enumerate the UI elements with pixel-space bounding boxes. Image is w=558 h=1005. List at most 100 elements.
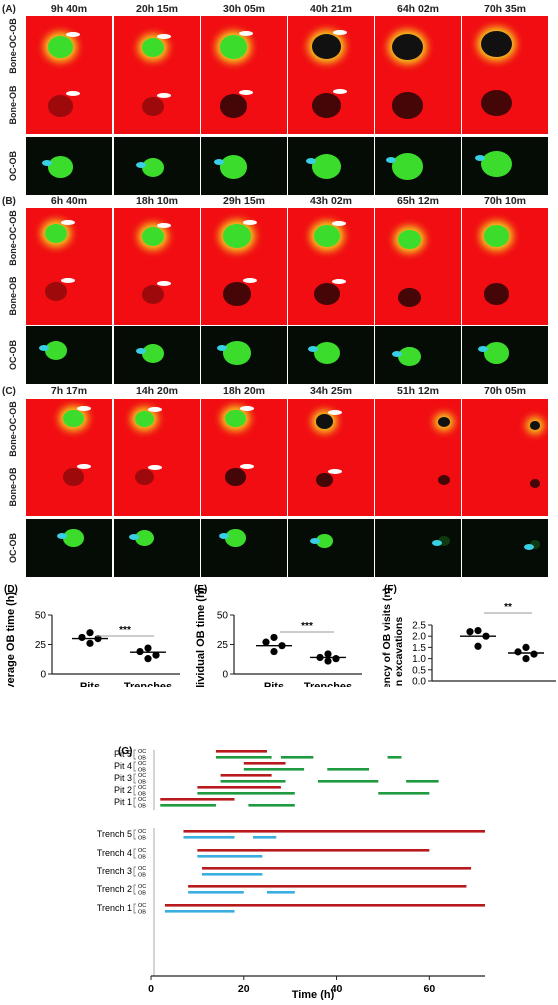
cell-blob (47, 156, 74, 178)
row-bracket (133, 903, 136, 914)
row-group-label: Pit 2 (114, 785, 132, 795)
osteoblast-speckle (147, 406, 162, 412)
y-tick-label: 25 (35, 640, 47, 651)
osteoblast-speckle (239, 463, 254, 469)
osteoblast-speckle (431, 540, 442, 547)
timestamp: 6h 40m (50, 195, 88, 207)
oc-interval-bar (164, 904, 485, 907)
panel-letter: (D) (4, 584, 18, 595)
bone-ob-image-tile (462, 458, 548, 516)
osteoblast-speckle (219, 532, 230, 539)
row-label: Bone-OB (8, 276, 18, 316)
significance-marker: *** (119, 625, 131, 636)
ob-sublabel: OB (138, 768, 146, 774)
row-group-label: Pit 5 (114, 749, 132, 759)
timestamp: 14h 20m (135, 385, 179, 397)
ob-interval-bar (280, 756, 314, 759)
oc-sublabel: OC (138, 773, 146, 779)
cell-blob (313, 342, 340, 365)
data-point (474, 627, 482, 635)
timestamp: 18h 20m (222, 385, 266, 397)
oc-interval-bar (215, 750, 267, 753)
osteoblast-speckle (135, 161, 146, 168)
oc-ob-image-tile (114, 519, 200, 577)
merged-image-tile (375, 16, 461, 76)
data-point (270, 647, 278, 656)
y-tick-label: 0 (222, 670, 228, 681)
scatter-panel-f: (F) 0.0 0.5 1.0 1.5 2.0 2.5 Frequency of OB vis… (380, 582, 558, 718)
bone-ob-image-tile (375, 267, 461, 325)
osteoblast-speckle (307, 346, 318, 353)
ob-interval-bar (164, 910, 235, 913)
oc-sublabel: OC (138, 761, 146, 767)
cell-blob (141, 96, 164, 116)
osteoblast-speckle (157, 222, 172, 228)
osteoblast-speckle (157, 280, 172, 286)
ob-interval-bar (220, 780, 286, 783)
ob-interval-bar (378, 792, 430, 795)
osteoblast-speckle (242, 278, 257, 284)
cell-blob (219, 94, 248, 118)
cell-blob (44, 340, 68, 360)
cell-blob (315, 533, 333, 549)
row-bracket (133, 866, 136, 877)
cell-blob (62, 528, 84, 547)
x-category-label: Trenches (124, 681, 172, 687)
row-group-label: Trench 4 (97, 848, 132, 858)
y-tick-label: 25 (217, 640, 229, 651)
row-group-label: Trench 1 (97, 903, 132, 913)
cell-blob (312, 154, 342, 180)
cell-blob (437, 536, 450, 547)
cell-blob (398, 229, 421, 249)
cell-blob (47, 95, 74, 117)
merged-image-tile (26, 208, 112, 268)
oc-ob-image-tile (462, 137, 548, 195)
row-label: OC-OB (8, 151, 18, 181)
osteoblast-speckle (474, 154, 485, 161)
data-point (262, 638, 270, 646)
cell-blob (141, 226, 164, 246)
cell-blob (392, 153, 424, 180)
x-category-label: Pits (264, 681, 284, 687)
cell-blob (398, 346, 421, 366)
oc-interval-bar (220, 774, 272, 777)
bone-ob-image-tile (26, 458, 112, 516)
merged-image-tile (288, 16, 374, 76)
timeline-panel-g: (G) Pit 5 OC OB Pit 4 OC OB Pit 3 OC OB Pit 2 OC OB P… (0, 738, 558, 1001)
ob-interval-bar (327, 768, 370, 771)
osteoblast-speckle (331, 221, 346, 227)
osteoblast-speckle (239, 90, 254, 96)
row-bracket (133, 773, 136, 784)
timestamp: 70h 05m (483, 385, 527, 397)
oc-interval-bar (197, 849, 430, 852)
oc-interval-bar (243, 762, 286, 765)
ob-interval-bar (387, 756, 402, 759)
cell-blob (437, 416, 450, 428)
row-group-label: Trench 5 (97, 829, 132, 839)
row-group-label: Pit 1 (114, 797, 132, 807)
significance-marker: ** (504, 602, 512, 613)
oc-ob-image-tile (375, 326, 461, 384)
merged-image-tile (462, 399, 548, 459)
osteoblast-speckle (523, 543, 534, 550)
data-point (144, 655, 152, 663)
timestamp: 18h 10m (135, 195, 179, 207)
ob-interval-bar (183, 836, 235, 839)
timestamp: 34h 25m (309, 385, 353, 397)
data-point (78, 633, 86, 642)
oc-ob-image-tile (375, 519, 461, 577)
panel-letter: (A) (2, 4, 16, 15)
cell-blob (437, 475, 450, 486)
row-bracket (133, 797, 136, 808)
cell-blob (134, 410, 154, 427)
cell-blob (315, 472, 333, 488)
ob-interval-bar (253, 836, 277, 839)
panel-letter: (E) (194, 584, 207, 595)
x-category-label: Pits (80, 681, 100, 687)
data-point (86, 639, 94, 647)
oc-sublabel: OC (138, 829, 146, 835)
osteoblast-speckle (77, 463, 92, 469)
cell-blob (44, 281, 68, 301)
bone-ob-image-tile (288, 267, 374, 325)
y-tick-label: 0 (40, 670, 46, 681)
